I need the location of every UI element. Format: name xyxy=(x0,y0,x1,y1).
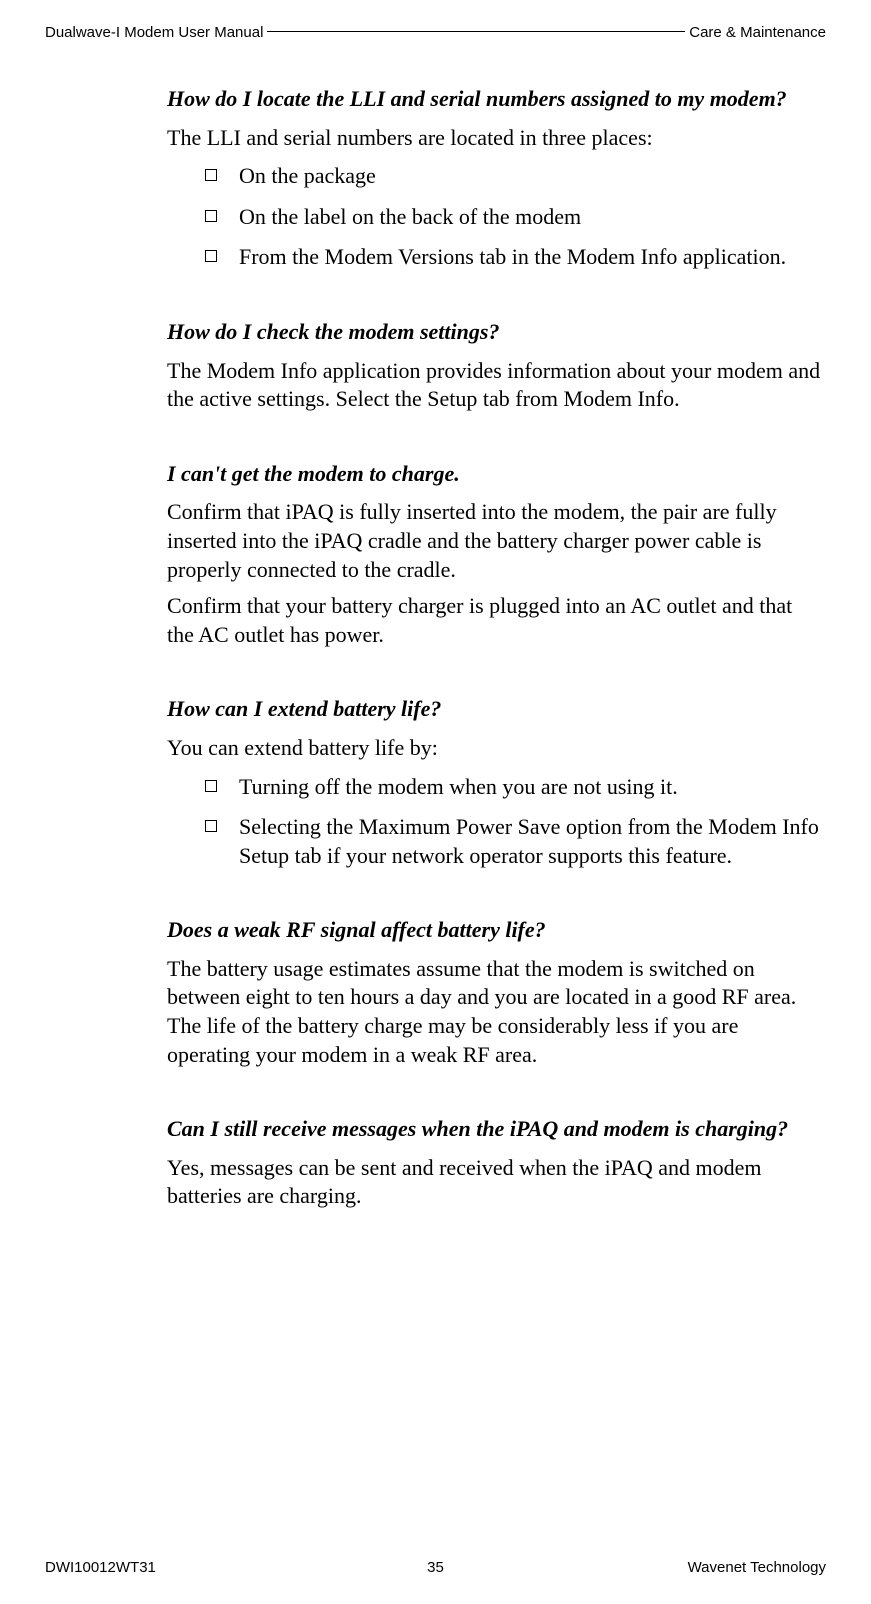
page-content: How do I locate the LLI and serial numbe… xyxy=(167,85,822,1211)
faq-section: How do I locate the LLI and serial numbe… xyxy=(167,85,822,272)
list-item: Selecting the Maximum Power Save option … xyxy=(205,813,822,870)
header-rule xyxy=(267,31,685,32)
faq-answer: Yes, messages can be sent and received w… xyxy=(167,1154,822,1211)
faq-section: How do I check the modem settings? The M… xyxy=(167,318,822,414)
faq-question: How do I check the modem settings? xyxy=(167,318,822,347)
faq-question: I can't get the modem to charge. xyxy=(167,460,822,489)
faq-question: Can I still receive messages when the iP… xyxy=(167,1115,822,1144)
footer-right-text: Wavenet Technology xyxy=(688,1559,826,1576)
faq-section: How can I extend battery life? You can e… xyxy=(167,695,822,870)
faq-answer: Confirm that iPAQ is fully inserted into… xyxy=(167,498,822,584)
faq-answer: The Modem Info application provides info… xyxy=(167,357,822,414)
header-right-text: Care & Maintenance xyxy=(689,24,826,41)
list-item: Turning off the modem when you are not u… xyxy=(205,773,822,802)
header-left-text: Dualwave-I Modem User Manual xyxy=(45,24,263,41)
faq-section: Does a weak RF signal affect battery lif… xyxy=(167,916,822,1069)
bullet-list: Turning off the modem when you are not u… xyxy=(205,773,822,871)
footer-page-number: 35 xyxy=(427,1559,444,1576)
faq-section: Can I still receive messages when the iP… xyxy=(167,1115,822,1211)
faq-answer: Confirm that your battery charger is plu… xyxy=(167,592,822,649)
faq-question: Does a weak RF signal affect battery lif… xyxy=(167,916,822,945)
faq-question: How do I locate the LLI and serial numbe… xyxy=(167,85,822,114)
bullet-list: On the package On the label on the back … xyxy=(205,162,822,272)
faq-answer: The battery usage estimates assume that … xyxy=(167,955,822,1069)
faq-question: How can I extend battery life? xyxy=(167,695,822,724)
list-item: On the label on the back of the modem xyxy=(205,203,822,232)
faq-section: I can't get the modem to charge. Confirm… xyxy=(167,460,822,650)
page-header: Dualwave-I Modem User Manual Care & Main… xyxy=(45,24,826,41)
footer-left-text: DWI10012WT31 xyxy=(45,1559,156,1576)
page-footer: DWI10012WT31 35 Wavenet Technology xyxy=(45,1559,826,1576)
faq-answer: The LLI and serial numbers are located i… xyxy=(167,124,822,153)
list-item: From the Modem Versions tab in the Modem… xyxy=(205,243,822,272)
list-item: On the package xyxy=(205,162,822,191)
faq-answer: You can extend battery life by: xyxy=(167,734,822,763)
